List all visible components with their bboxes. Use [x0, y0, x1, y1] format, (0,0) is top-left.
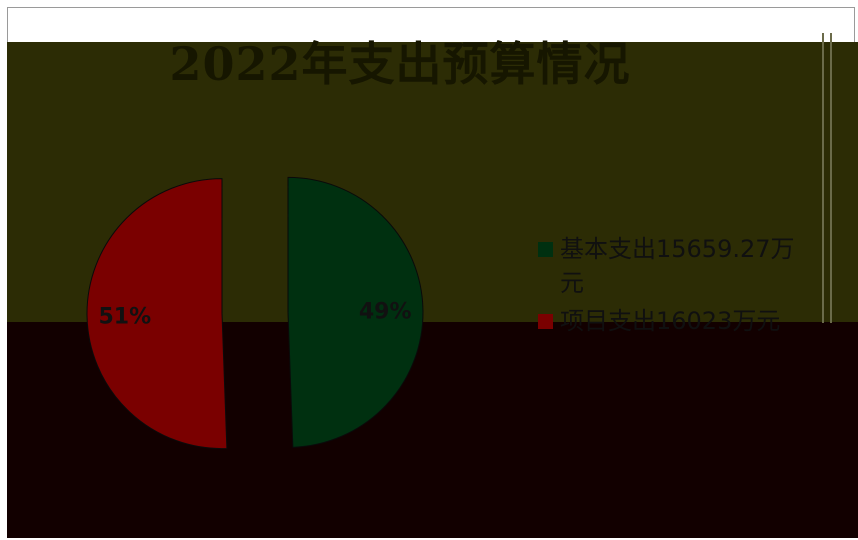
divider-line: [830, 33, 832, 323]
legend-swatch-project: [538, 314, 553, 329]
chart-title: 2022年支出预算情况: [169, 37, 631, 91]
legend-item-project: 项目支出16023万元: [538, 304, 808, 338]
pie-data-label-0: 49%: [359, 300, 412, 325]
legend-item-basic: 基本支出15659.27万元: [538, 232, 808, 300]
legend-label-basic: 基本支出15659.27万元: [560, 235, 795, 297]
legend-label-project: 项目支出16023万元: [560, 307, 781, 335]
divider-line: [822, 33, 824, 323]
pie-slice-1: [86, 178, 228, 450]
pie-slice-0: [287, 176, 424, 448]
legend: 基本支出15659.27万元 项目支出16023万元: [538, 232, 808, 342]
legend-swatch-basic: [538, 242, 553, 257]
pie-data-label-1: 51%: [98, 304, 151, 329]
